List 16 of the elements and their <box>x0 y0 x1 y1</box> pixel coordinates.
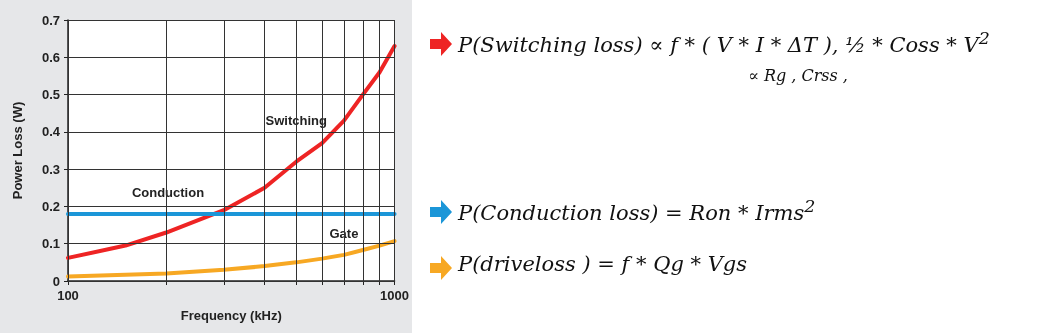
text: P(Switching loss) ∝ f * ( V * I * ΔT ), ½ * Coss * V$^{2}$ <box>458 28 990 57</box>
y-tick-label: 0.3 <box>41 161 60 177</box>
y-tick-label: 0.7 <box>41 12 60 28</box>
y-tick-label: 0.2 <box>41 198 60 214</box>
x-axis-title: Frequency (kHz) <box>180 308 282 323</box>
y-tick-label: 0.6 <box>41 49 60 65</box>
y-tick-label: 0.5 <box>41 87 60 103</box>
y-axis-title: Power Loss (W) <box>10 101 25 200</box>
x-tick-label: 1000 <box>380 288 409 303</box>
y-tick-label: 0.1 <box>41 236 60 252</box>
y-tick-label: 0.4 <box>41 124 61 140</box>
text: P(driveloss ) = f * Qg * Vgs <box>458 252 748 276</box>
text: ∝ Rg , Crss , <box>748 66 848 85</box>
text: P(Conduction loss) = Ron * Irms$^{2}$ <box>458 196 816 225</box>
x-tick-label: 100 <box>57 288 79 303</box>
y-tick-label: 0 <box>52 273 60 289</box>
